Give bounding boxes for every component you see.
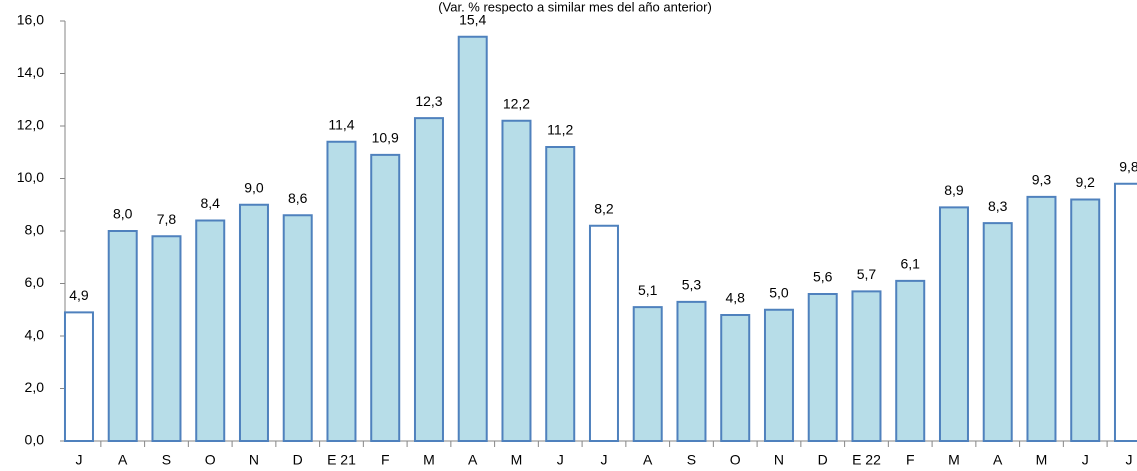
x-tick-label: J — [557, 452, 564, 466]
bar — [676, 300, 707, 442]
bar — [195, 219, 226, 442]
x-tick-label: A — [643, 452, 653, 466]
bar — [1070, 198, 1101, 442]
value-label: 5,0 — [769, 284, 789, 300]
value-label: 8,2 — [594, 200, 614, 216]
value-label: 5,7 — [857, 266, 877, 282]
y-tick-label: 2,0 — [25, 379, 45, 395]
x-tick-label: N — [774, 452, 784, 466]
value-label: 8,4 — [200, 195, 220, 211]
value-label: 8,3 — [988, 198, 1008, 214]
y-tick-label: 8,0 — [25, 222, 45, 238]
value-label: 11,2 — [547, 122, 573, 138]
bar — [326, 140, 357, 442]
x-tick-label: M — [511, 452, 523, 466]
bar — [588, 224, 619, 442]
x-tick-label: D — [293, 452, 303, 466]
value-label: 7,8 — [157, 211, 177, 227]
x-tick-label: D — [818, 452, 828, 466]
x-tick-label: J — [600, 452, 607, 466]
bar — [807, 293, 838, 442]
value-label: 5,6 — [813, 269, 833, 285]
x-tick-label: J — [1125, 452, 1132, 466]
x-tick-label: M — [948, 452, 960, 466]
value-label: 11,4 — [328, 116, 354, 132]
x-tick-label: F — [906, 452, 915, 466]
value-label: 8,0 — [113, 206, 133, 222]
x-tick-label: E 21 — [327, 452, 356, 466]
value-label: 4,9 — [69, 287, 89, 303]
x-tick-label: A — [993, 452, 1003, 466]
x-tick-label: S — [687, 452, 696, 466]
bar — [545, 146, 576, 442]
y-tick-label: 4,0 — [25, 327, 45, 343]
x-tick-label: J — [1082, 452, 1089, 466]
bar — [370, 153, 401, 442]
bar — [63, 311, 94, 442]
x-tick-label: F — [381, 452, 390, 466]
bar — [151, 235, 182, 442]
bar — [895, 279, 926, 442]
chart-subtitle: (Var. % respecto a similar mes del año a… — [438, 0, 712, 14]
y-tick-label: 14,0 — [17, 64, 44, 80]
bar — [1113, 182, 1137, 442]
x-tick-label: E 22 — [852, 452, 881, 466]
x-tick-label: O — [730, 452, 741, 466]
x-tick-label: J — [75, 452, 82, 466]
value-label: 6,1 — [900, 256, 920, 272]
value-label: 10,9 — [372, 130, 399, 146]
value-label: 5,3 — [682, 277, 702, 293]
bar — [632, 306, 663, 442]
x-tick-label: S — [162, 452, 171, 466]
value-label: 8,6 — [288, 190, 308, 206]
bar — [282, 214, 313, 442]
x-tick-label: M — [1036, 452, 1048, 466]
bar — [982, 222, 1013, 442]
y-tick-label: 6,0 — [25, 274, 45, 290]
bar — [720, 314, 751, 442]
y-tick-label: 10,0 — [17, 169, 44, 185]
bar — [238, 203, 269, 442]
value-label: 9,3 — [1032, 172, 1052, 188]
y-tick-label: 16,0 — [17, 12, 44, 28]
value-label: 15,4 — [459, 11, 486, 27]
bar — [501, 119, 532, 442]
x-tick-label: A — [118, 452, 128, 466]
bar — [851, 290, 882, 442]
value-label: 5,1 — [638, 282, 658, 298]
value-label: 12,2 — [503, 95, 530, 111]
value-label: 8,9 — [944, 182, 964, 198]
value-label: 9,2 — [1075, 174, 1095, 190]
y-tick-label: 12,0 — [17, 117, 44, 133]
bar — [107, 230, 138, 442]
value-label: 4,8 — [725, 290, 745, 306]
bar — [413, 117, 444, 442]
x-tick-label: N — [249, 452, 259, 466]
bar — [763, 308, 794, 442]
bar — [1026, 195, 1057, 442]
value-label: 12,3 — [415, 93, 442, 109]
value-label: 9,0 — [244, 179, 264, 195]
x-tick-label: O — [205, 452, 216, 466]
x-tick-label: M — [423, 452, 435, 466]
bar — [457, 35, 488, 442]
y-tick-label: 0,0 — [25, 432, 45, 448]
bar — [938, 206, 969, 442]
value-label: 9,8 — [1119, 158, 1137, 174]
x-tick-label: A — [468, 452, 478, 466]
